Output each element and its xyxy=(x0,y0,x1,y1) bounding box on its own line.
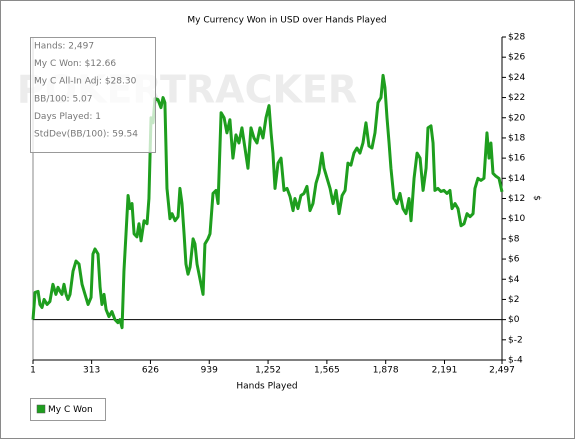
x-tick-label: 1,878 xyxy=(373,366,399,376)
y-tick-label: $2 xyxy=(508,295,519,305)
y-tick-label: $22 xyxy=(508,93,525,103)
y-tick-label: $24 xyxy=(508,73,525,83)
y-tick-label: $10 xyxy=(508,214,525,224)
x-tick-label: 1 xyxy=(30,366,36,376)
y-tick-label: $20 xyxy=(508,113,525,123)
y-tick-label: $6 xyxy=(508,255,520,265)
x-tick-label: 1,565 xyxy=(314,366,340,376)
stats-line: My C All-In Adj: $28.30 xyxy=(34,77,137,87)
stats-line: BB/100: 5.07 xyxy=(34,94,93,104)
series-line xyxy=(31,73,504,330)
chart-title: My Currency Won in USD over Hands Played xyxy=(187,16,386,26)
y-tick-label: $0 xyxy=(508,315,520,325)
y-tick-label: $8 xyxy=(508,234,520,244)
y-tick-label: $-4 xyxy=(508,356,523,366)
y-tick-label: $4 xyxy=(508,275,520,285)
y-tick-label: $14 xyxy=(508,174,525,184)
legend-swatch xyxy=(36,404,46,414)
x-axis-title: Hands Played xyxy=(236,382,297,392)
stats-line: Days Played: 1 xyxy=(34,112,101,122)
x-tick-label: 2,191 xyxy=(432,366,458,376)
x-tick-label: 2,497 xyxy=(489,366,515,376)
legend-box xyxy=(30,398,106,421)
stats-box xyxy=(30,37,156,153)
x-tick-label: 1,252 xyxy=(255,366,281,376)
y-axis-title: $ xyxy=(532,195,542,201)
x-tick-label: 313 xyxy=(83,366,100,376)
y-tick-label: $28 xyxy=(508,33,525,43)
x-tick-label: 626 xyxy=(142,366,159,376)
y-tick-label: $18 xyxy=(508,133,525,143)
y-tick-label: $12 xyxy=(508,194,525,204)
stats-line: Hands: 2,497 xyxy=(34,42,94,52)
stats-line: My C Won: $12.66 xyxy=(34,59,116,69)
y-tick-label: $16 xyxy=(508,154,525,164)
y-tick-label: $26 xyxy=(508,53,525,63)
stats-line: StdDev(BB/100): 59.54 xyxy=(34,130,138,140)
y-tick-label: $-2 xyxy=(508,335,523,345)
legend-label: My C Won xyxy=(48,405,93,415)
x-tick-label: 939 xyxy=(201,366,218,376)
